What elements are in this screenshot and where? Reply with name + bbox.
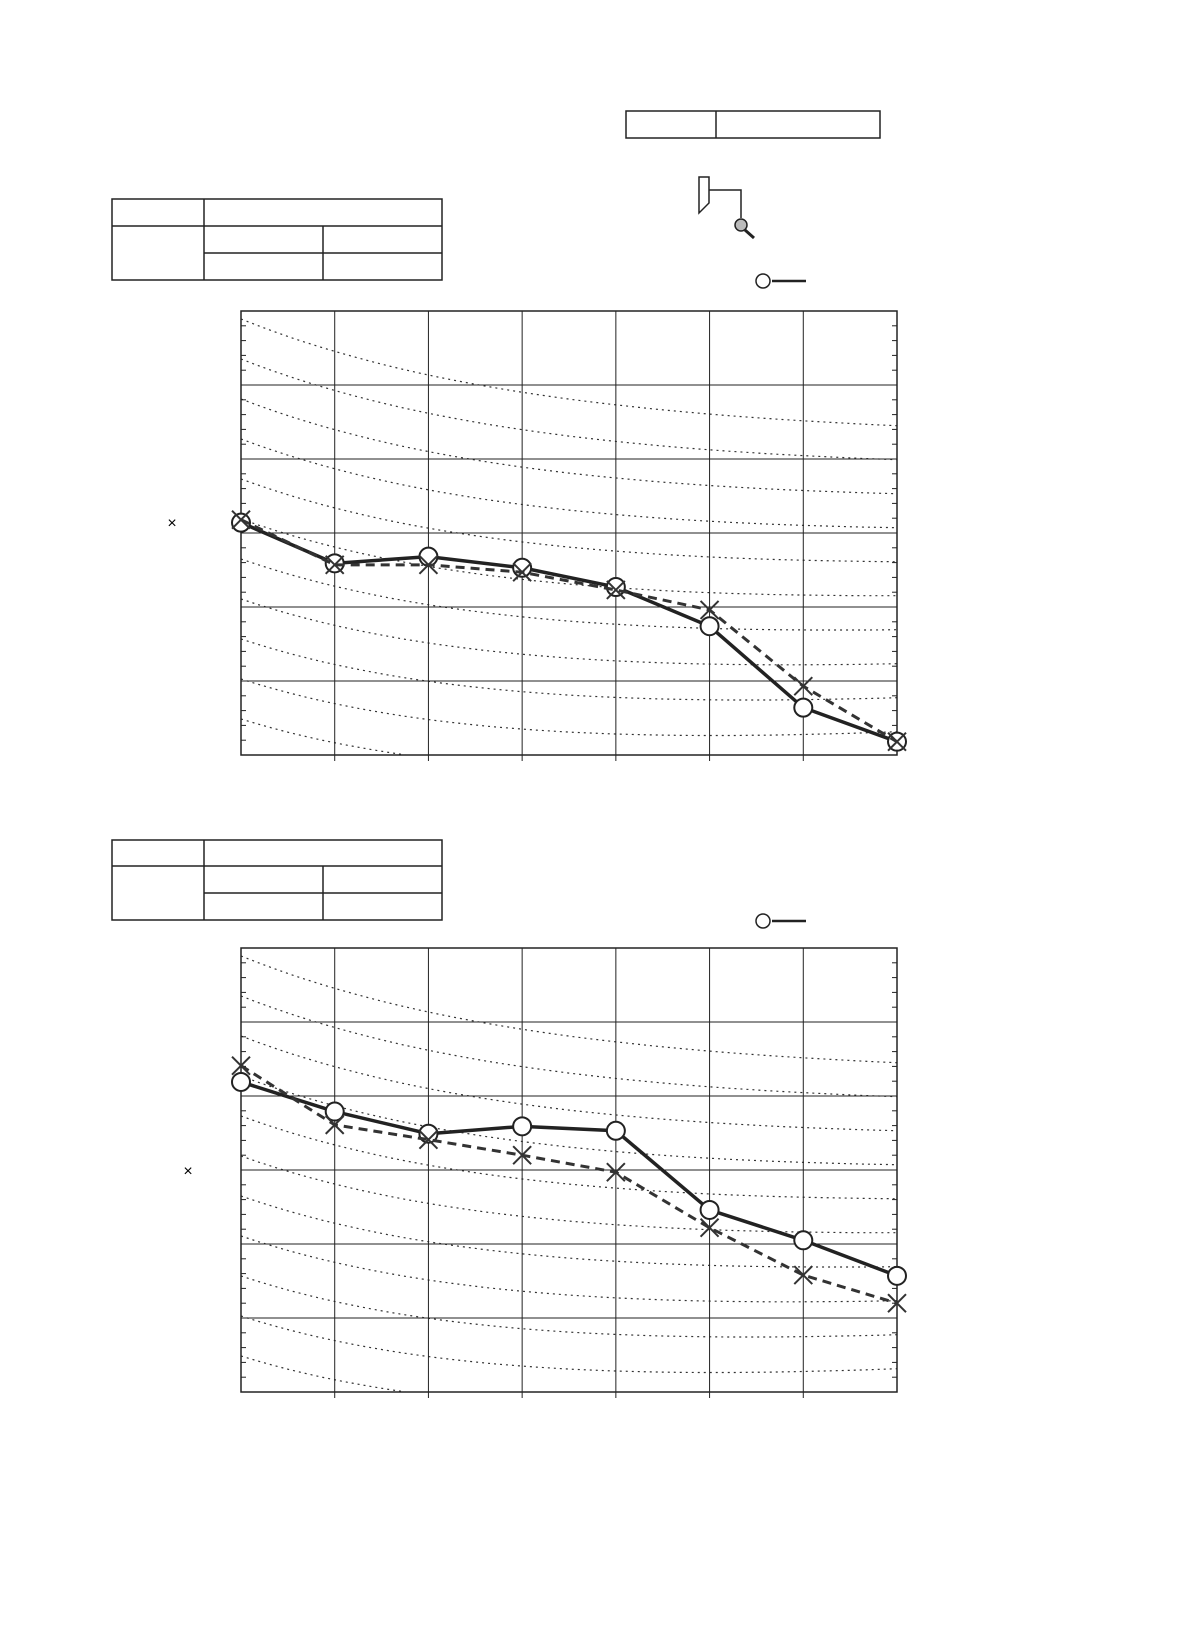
reference-curve — [240, 638, 898, 701]
point — [512, 1116, 533, 1137]
point — [231, 1071, 251, 1092]
point — [793, 697, 814, 718]
point — [231, 509, 251, 530]
point — [699, 600, 720, 620]
reference-curve — [240, 558, 898, 631]
reference-curve — [240, 955, 898, 1064]
point — [605, 577, 626, 598]
y-label: × — [167, 515, 176, 532]
point — [606, 1162, 626, 1182]
reference-curve — [240, 1075, 898, 1166]
table-1 — [111, 198, 443, 281]
point — [793, 1230, 814, 1251]
point — [231, 512, 251, 533]
reference-curve — [240, 478, 898, 563]
reference-curve — [240, 718, 406, 756]
reference-curve — [240, 1275, 898, 1338]
point — [231, 1055, 251, 1076]
point — [699, 1199, 720, 1220]
reference-curve — [240, 438, 898, 529]
plot-frame — [240, 310, 898, 756]
point — [699, 1218, 720, 1238]
point — [606, 580, 626, 600]
legend-symbol — [755, 273, 806, 929]
reference-curve — [240, 398, 898, 495]
reference-curve — [240, 358, 898, 461]
point — [325, 555, 345, 575]
reference-curve — [240, 318, 898, 427]
point — [793, 1265, 813, 1285]
point — [418, 1129, 439, 1150]
plot-frame — [240, 947, 898, 1393]
point — [512, 1145, 532, 1165]
header-box — [625, 110, 881, 139]
reference-curve — [240, 1155, 897, 1234]
point — [324, 1101, 345, 1122]
point — [418, 555, 439, 575]
reference-curve — [240, 598, 898, 666]
reference-curve — [240, 1035, 898, 1132]
point — [418, 546, 439, 567]
point — [512, 562, 532, 582]
reference-curve — [240, 995, 898, 1098]
series-line — [240, 1064, 898, 1305]
reference-curve — [240, 1315, 898, 1374]
point — [325, 1115, 345, 1135]
reference-curve — [240, 1355, 406, 1393]
point — [793, 676, 813, 696]
y-label: × — [183, 1163, 192, 1180]
reference-curve — [240, 1115, 898, 1200]
reference-curve — [240, 1235, 898, 1303]
point — [512, 557, 533, 578]
point — [887, 1293, 907, 1313]
series-line — [240, 1080, 898, 1278]
point — [605, 1120, 626, 1141]
series-line — [240, 521, 898, 744]
table-2 — [111, 839, 443, 921]
mic-diagram — [698, 176, 755, 240]
point — [699, 616, 720, 637]
point — [887, 1265, 907, 1286]
point — [887, 731, 907, 752]
